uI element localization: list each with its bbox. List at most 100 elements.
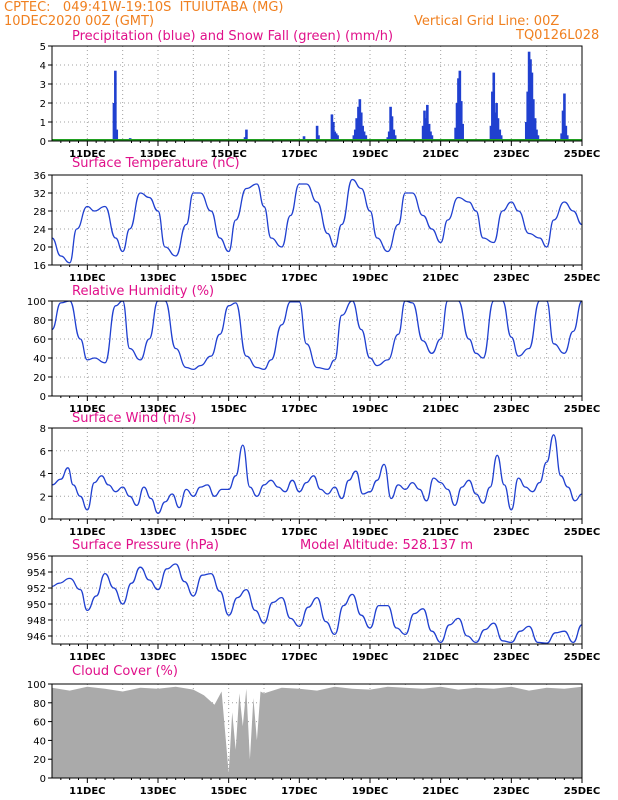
precip-bar xyxy=(423,110,426,141)
rh-xtick-label: 19DEC xyxy=(352,404,388,415)
precip-bar xyxy=(353,129,357,141)
rh-xtick-label: 13DEC xyxy=(140,404,176,415)
precip-bar xyxy=(355,118,358,141)
precip-bar xyxy=(333,131,337,141)
precip-bar xyxy=(430,135,434,141)
precip-xtick-label: 13DEC xyxy=(140,149,176,160)
header-station: CPTEC: 049:41W-19:10S ITUIUTABA (MG) xyxy=(4,0,284,15)
precip-frame xyxy=(51,45,583,142)
rh-xtick-label: 21DEC xyxy=(422,404,458,415)
cloud-xtick-label: 11DEC xyxy=(69,786,105,797)
temp-panel: 16 20 24 28 32 36 11DEC 13DEC 15DEC 17DEC 19DEC 21D… xyxy=(33,171,600,284)
precip-bar xyxy=(491,91,494,141)
precip-bar xyxy=(364,135,368,141)
precip-bar xyxy=(334,133,338,141)
precip-bar xyxy=(421,125,425,141)
precip-bar xyxy=(427,123,431,141)
precip-bar xyxy=(561,110,565,141)
precip-bar xyxy=(429,131,432,141)
temp-xtick-label: 15DEC xyxy=(210,273,246,284)
rh-xtick-label: 17DEC xyxy=(281,404,317,415)
wind-xtick-label: 19DEC xyxy=(352,527,388,538)
precip-ytick-label: 0 xyxy=(40,137,46,148)
precip-bar xyxy=(332,122,335,141)
precip-bar xyxy=(302,136,306,141)
precip-bar xyxy=(530,72,534,141)
precip-bar xyxy=(529,59,532,141)
precip-xtick-label: 25DEC xyxy=(564,149,600,160)
wind-ytick-label: 6 xyxy=(40,447,46,458)
temp-xtick-label: 25DEC xyxy=(564,273,600,284)
cloud-ytick-label: 100 xyxy=(27,680,46,691)
precip-bar xyxy=(359,112,363,141)
pres-ytick-label: 952 xyxy=(27,584,46,595)
precip-bar xyxy=(457,78,460,141)
precip-xtick-label: 11DEC xyxy=(69,149,105,160)
precip-bar xyxy=(362,131,366,141)
precip-bar xyxy=(245,129,248,141)
rh-xtick-label: 15DEC xyxy=(210,404,246,415)
wind-ytick-label: 2 xyxy=(40,492,46,503)
precip-bar xyxy=(492,72,496,141)
precip-ytick-label: 1 xyxy=(40,118,46,129)
wind-xtick-label: 21DEC xyxy=(422,527,458,538)
precip-bar xyxy=(393,135,397,141)
precip-bar xyxy=(352,135,356,141)
temp-xtick-label: 21DEC xyxy=(422,273,458,284)
precip-bar xyxy=(526,91,529,141)
pres-xtick-label: 13DEC xyxy=(140,652,176,663)
precip-bar xyxy=(317,135,320,141)
precip-bar xyxy=(489,125,493,141)
precip-bar xyxy=(426,104,429,141)
precip-bar xyxy=(565,135,569,141)
precip-bar xyxy=(496,118,500,141)
pres-xtick-label: 15DEC xyxy=(210,652,246,663)
precip-bar xyxy=(532,99,535,141)
precip-bar xyxy=(495,103,498,141)
wind-xtick-label: 23DEC xyxy=(493,527,529,538)
precip-bar xyxy=(389,106,392,141)
pres-xtick-label: 19DEC xyxy=(352,652,388,663)
cloud-xtick-label: 19DEC xyxy=(352,786,388,797)
precip-ytick-label: 3 xyxy=(40,80,46,91)
precip-bar xyxy=(563,93,566,141)
precip-bar xyxy=(390,116,394,141)
header-code: TQ0126L028 xyxy=(516,28,600,43)
cloud-xtick-label: 23DEC xyxy=(493,786,529,797)
wind-panel: 0 2 4 6 8 11DEC 13DEC 15DEC 17DEC 19DEC 21DEC 23DEC… xyxy=(40,424,601,538)
precip-bar xyxy=(564,125,568,141)
wind-ytick-label: 4 xyxy=(40,470,46,481)
precip-ytick-label: 5 xyxy=(40,42,46,53)
temp-xtick-label: 13DEC xyxy=(140,273,176,284)
pres-xtick-label: 23DEC xyxy=(493,652,529,663)
precip-xtick-label: 21DEC xyxy=(422,149,458,160)
precip-bar xyxy=(461,123,464,141)
temp-title: Surface Temperature (nC) xyxy=(72,156,240,171)
precip-ytick-label: 2 xyxy=(40,99,46,110)
pres-frame xyxy=(51,555,583,645)
precip-bar xyxy=(315,125,319,141)
precip-bar xyxy=(424,118,428,141)
cloud-xtick-label: 25DEC xyxy=(564,786,600,797)
temp-ytick-label: 28 xyxy=(33,207,46,218)
header-grid-line: Vertical Grid Line: 00Z xyxy=(414,14,560,29)
precip-title: Precipitation (blue) and Snow Fall (gree… xyxy=(72,29,394,44)
precip-bar xyxy=(498,129,502,141)
precip-bar xyxy=(527,51,531,142)
wind-xtick-label: 15DEC xyxy=(210,527,246,538)
precip-xtick-label: 19DEC xyxy=(352,149,388,160)
precip-bar xyxy=(114,70,117,141)
wind-ytick-label: 8 xyxy=(40,424,46,435)
precip-panel: 0 1 2 3 4 5 11DEC 13DEC 15DEC 17DEC 19DEC 21DEC 23DE… xyxy=(40,42,601,160)
precip-bar xyxy=(455,103,459,141)
precip-bar xyxy=(358,99,362,141)
temp-xtick-label: 23DEC xyxy=(493,273,529,284)
precip-ytick-label: 4 xyxy=(40,61,46,72)
precip-bar xyxy=(112,103,116,141)
rh-frame xyxy=(51,300,583,397)
precip-bar xyxy=(387,131,391,141)
precip-xtick-label: 17DEC xyxy=(281,149,317,160)
pres-line xyxy=(52,563,582,644)
precip-bar xyxy=(560,133,563,141)
wind-xtick-label: 13DEC xyxy=(140,527,176,538)
